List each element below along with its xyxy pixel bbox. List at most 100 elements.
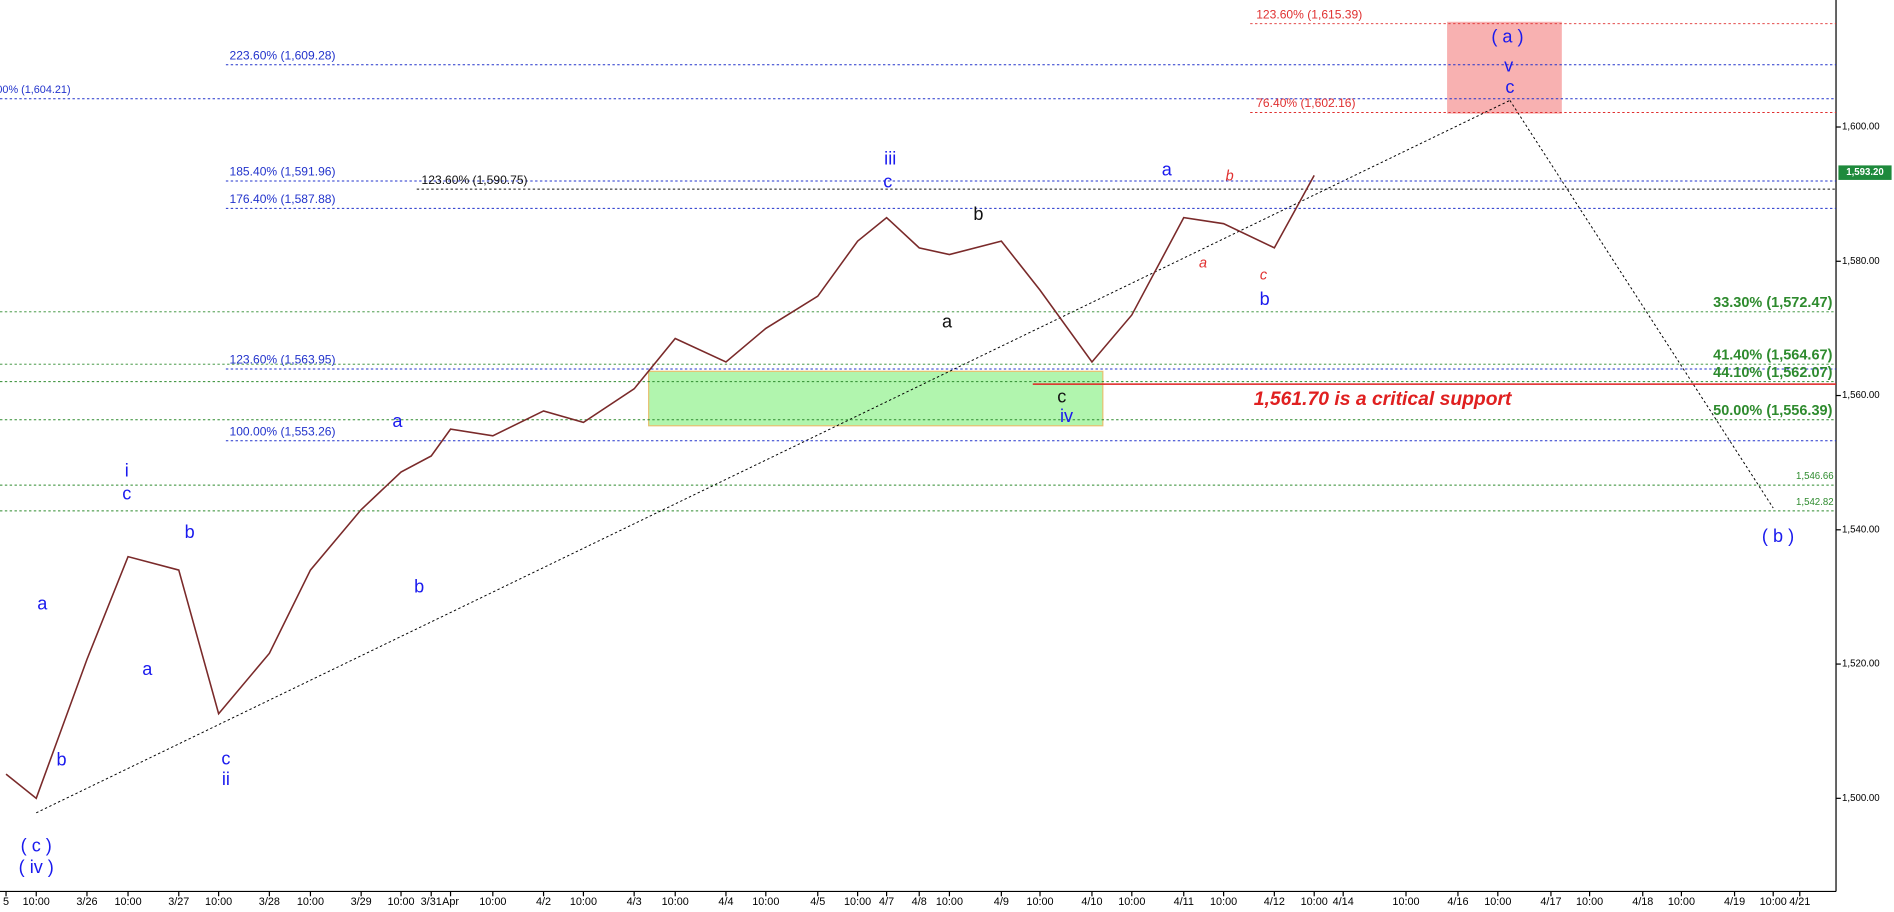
x-tick-label: 10:00 — [570, 896, 597, 908]
wave-label: b — [973, 204, 983, 224]
fib-label: 41.40% (1,564.67) — [1713, 348, 1832, 364]
y-tick-label: 1,500.00 — [1842, 793, 1880, 804]
fib-label: 1,546.66 — [1796, 471, 1834, 482]
x-tick-label: 4/5 — [810, 896, 825, 908]
wave-label: v — [1504, 55, 1513, 75]
fib-label: 76.40% (1,602.16) — [1256, 96, 1355, 110]
y-tick-label: 1,540.00 — [1842, 524, 1880, 535]
x-tick-label: 10:00 — [936, 896, 963, 908]
x-tick-label: 4/18 — [1632, 896, 1653, 908]
fib-label: 123.60% (1,563.95) — [230, 353, 336, 367]
x-tick-label: 10:00 — [1392, 896, 1419, 908]
wave-label: a — [142, 659, 153, 679]
x-tick-label: 4/14 — [1333, 896, 1354, 908]
x-tick-label: 4/3 — [627, 896, 642, 908]
x-tick-label: 4/12 — [1264, 896, 1285, 908]
y-tick-label: 1,520.00 — [1842, 659, 1880, 670]
fib-label: 00% (1,604.21) — [0, 84, 71, 96]
wave-label: ( a ) — [1491, 26, 1523, 46]
wave-label: a — [1199, 256, 1207, 272]
wave-label: iii — [884, 148, 896, 168]
x-tick-label: 10:00 — [1760, 896, 1787, 908]
last-price-label: 1,593.20 — [1846, 167, 1884, 178]
x-tick-label: 10:00 — [1576, 896, 1603, 908]
x-tick-label: 10:00 — [1668, 896, 1695, 908]
x-tick-label: 10:00 — [23, 896, 50, 908]
x-tick-label: 10:00 — [1118, 896, 1145, 908]
wave-label: b — [1226, 168, 1234, 184]
x-tick-label: 4/21 — [1789, 896, 1810, 908]
fib-label: 123.60% (1,590.75) — [422, 173, 528, 187]
x-tick-label: 3/31 — [421, 896, 442, 908]
wave-label: b — [185, 522, 195, 542]
wave-label: a — [392, 411, 403, 431]
support-label: 1,561.70 is a critical support — [1254, 389, 1513, 410]
support-zone — [648, 370, 1104, 427]
x-tick-label: 10:00 — [205, 896, 232, 908]
x-tick-label: 10:00 — [479, 896, 506, 908]
x-tick-label: 4/2 — [536, 896, 551, 908]
x-tick-label: Apr — [442, 896, 459, 908]
wave-label: c — [221, 748, 230, 768]
wave-label: i — [125, 461, 129, 481]
fib-label: 223.60% (1,609.28) — [230, 48, 336, 62]
x-tick-label: 4/17 — [1540, 896, 1561, 908]
wave-label: a — [1162, 159, 1173, 179]
wave-label: ( iv ) — [19, 857, 54, 877]
x-tick-label: 10:00 — [297, 896, 324, 908]
x-tick-label: 4/16 — [1447, 896, 1468, 908]
wave-label: b — [57, 750, 67, 770]
y-tick-label: 1,580.00 — [1842, 256, 1880, 267]
price-line — [5, 174, 1315, 800]
y-tick-label: 1,560.00 — [1842, 390, 1880, 401]
fib-label: 50.00% (1,556.39) — [1713, 403, 1832, 419]
x-tick-label: 4/8 — [912, 896, 927, 908]
x-tick-label: 10:00 — [752, 896, 779, 908]
fib-label: 100.00% (1,553.26) — [230, 425, 336, 439]
fib-label: 185.40% (1,591.96) — [230, 165, 336, 179]
x-tick-label: 10:00 — [1026, 896, 1053, 908]
y-tick-label: 1,600.00 — [1842, 122, 1880, 133]
wave-label: ( b ) — [1762, 526, 1794, 546]
x-tick-label: 3/26 — [76, 896, 97, 908]
trend-line — [36, 99, 1511, 814]
x-tick-label: 5 — [3, 896, 9, 908]
wave-label: ii — [222, 769, 230, 789]
x-tick-label: 4/19 — [1724, 896, 1745, 908]
x-tick-label: 3/27 — [168, 896, 189, 908]
last-price-box — [1838, 165, 1892, 180]
fib-label: 123.60% (1,615.39) — [1256, 7, 1362, 21]
fib-label: 44.10% (1,562.07) — [1713, 365, 1832, 381]
x-tick-label: 4/7 — [879, 896, 894, 908]
wave-label: c — [1260, 268, 1268, 284]
x-tick-label: 3/28 — [259, 896, 280, 908]
fib-label: 176.40% (1,587.88) — [230, 192, 336, 206]
x-tick-label: 10:00 — [1484, 896, 1511, 908]
x-tick-label: 10:00 — [662, 896, 689, 908]
wave-label: c — [122, 483, 131, 503]
fib-label: 1,542.82 — [1796, 497, 1834, 508]
wave-label: b — [414, 577, 424, 597]
wave-label: iv — [1060, 406, 1073, 426]
fib-label: 33.30% (1,572.47) — [1713, 295, 1832, 311]
x-tick-label: 10:00 — [844, 896, 871, 908]
wave-label: ( c ) — [21, 835, 52, 855]
wave-label: a — [37, 594, 48, 614]
x-tick-label: 10:00 — [387, 896, 414, 908]
x-tick-label: 4/4 — [718, 896, 733, 908]
x-tick-label: 4/9 — [994, 896, 1009, 908]
wave-label: b — [1260, 289, 1270, 309]
x-tick-label: 3/29 — [351, 896, 372, 908]
x-tick-label: 10:00 — [1210, 896, 1237, 908]
x-tick-label: 10:00 — [114, 896, 141, 908]
x-tick-label: 10:00 — [1301, 896, 1328, 908]
wave-label: a — [942, 312, 953, 332]
wave-label: c — [1505, 77, 1514, 97]
x-tick-label: 4/11 — [1174, 896, 1194, 908]
wave-label: c — [1057, 387, 1066, 407]
wave-label: c — [883, 171, 892, 191]
projection-line — [1509, 100, 1774, 509]
